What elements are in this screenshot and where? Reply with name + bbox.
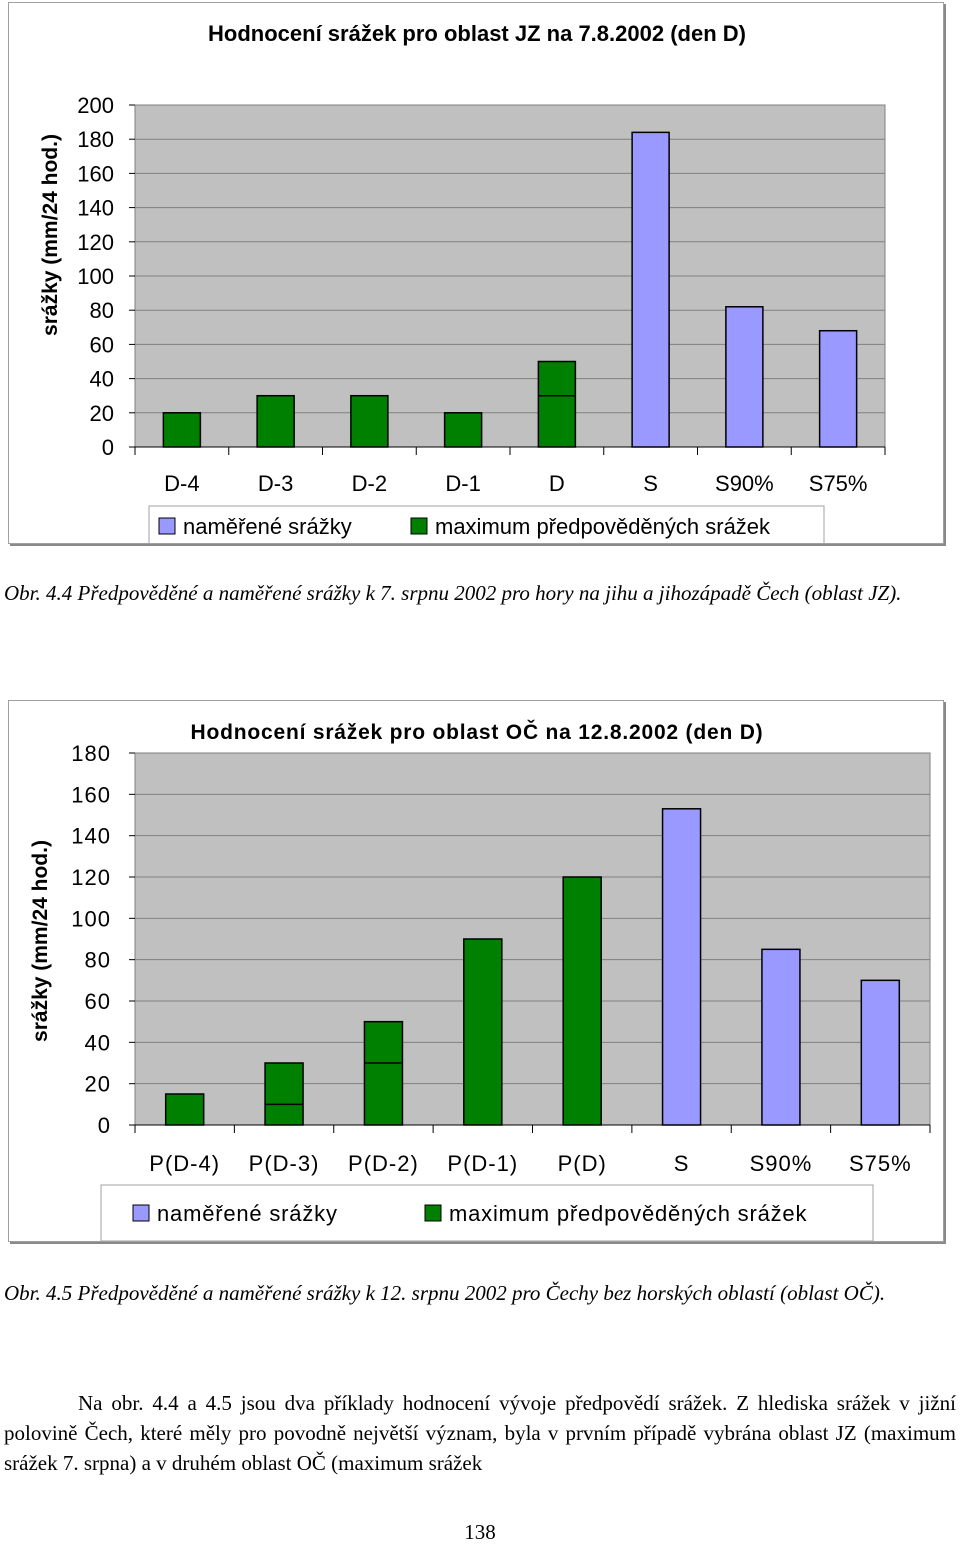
legend-label: maximum předpověděných srážek (449, 1201, 807, 1226)
body-paragraph: Na obr. 4.4 a 4.5 jsou dva příklady hodn… (4, 1388, 956, 1478)
y-tick-label: 60 (90, 332, 114, 357)
paragraph-text: Na obr. 4.4 a 4.5 jsou dva příklady hodn… (4, 1391, 956, 1475)
x-tick-label: P(D) (558, 1151, 607, 1176)
legend-label: naměřené srážky (157, 1201, 338, 1226)
bar (463, 938, 503, 1126)
bar (443, 412, 483, 448)
plot-area (134, 752, 931, 1126)
bar (537, 360, 577, 448)
chart-jz: Hodnocení srážek pro oblast JZ na 7.8.20… (39, 21, 886, 547)
y-tick-label: 180 (71, 741, 111, 766)
figure-caption-4-5: Obr. 4.5 Předpověděné a naměřené srážky … (4, 1281, 886, 1305)
y-tick-label: 140 (77, 196, 114, 221)
x-tick-label: D (549, 471, 565, 496)
bar (350, 394, 389, 448)
x-tick-label: S75% (809, 471, 868, 496)
y-tick-label: 160 (77, 161, 114, 186)
chart-oc-frame: Hodnocení srážek pro oblast OČ na 12.8.2… (8, 700, 944, 1242)
bar (661, 808, 702, 1126)
bar (164, 1093, 205, 1126)
y-tick-label: 100 (71, 906, 111, 931)
bar (631, 131, 670, 448)
y-tick-label: 0 (102, 435, 114, 460)
legend-box (148, 505, 825, 547)
y-tick-label: 20 (85, 1072, 111, 1097)
x-tick-label: D-4 (164, 471, 199, 496)
y-tick-label: 200 (77, 93, 114, 118)
x-tick-label: S75% (849, 1151, 912, 1176)
y-tick-label: 120 (71, 865, 111, 890)
legend-label: naměřené srážky (183, 514, 352, 539)
y-tick-label: 80 (90, 298, 114, 323)
y-tick-label: 20 (90, 401, 114, 426)
bar (264, 1062, 304, 1126)
figure-caption-4-4: Obr. 4.4 Předpověděné a naměřené srážky … (4, 581, 902, 605)
chart-title: Hodnocení srážek pro oblast OČ na 12.8.2… (191, 720, 764, 744)
x-tick-label: D-1 (445, 471, 480, 496)
page-number: 138 (464, 1520, 496, 1544)
y-tick-label: 0 (98, 1113, 111, 1138)
y-tick-label: 140 (71, 824, 111, 849)
bar (363, 1020, 404, 1126)
x-tick-label: P(D-4) (149, 1151, 220, 1176)
bar (860, 979, 901, 1126)
bar (818, 329, 858, 448)
y-tick-label: 40 (85, 1030, 111, 1055)
x-tick-label: S (674, 1151, 690, 1176)
chart-title: Hodnocení srážek pro oblast JZ na 7.8.20… (208, 21, 746, 46)
chart-oc: Hodnocení srážek pro oblast OČ na 12.8.2… (29, 720, 931, 1242)
legend-box (100, 1184, 874, 1242)
x-tick-label: S90% (715, 471, 774, 496)
y-tick-label: 100 (77, 264, 114, 289)
bar (761, 948, 801, 1126)
x-tick-label: P(D-3) (249, 1151, 320, 1176)
legend-swatch (132, 1204, 150, 1222)
y-axis-label: srážky (mm/24 hod.) (39, 134, 62, 336)
y-tick-label: 80 (85, 948, 111, 973)
x-tick-label: D-2 (352, 471, 387, 496)
legend-label: maximum předpověděných srážek (435, 514, 771, 539)
y-tick-label: 180 (77, 127, 114, 152)
y-tick-label: 40 (90, 367, 114, 392)
x-tick-label: S (643, 471, 658, 496)
x-tick-label: P(D-1) (447, 1151, 518, 1176)
bar (162, 412, 202, 448)
x-tick-label: D-3 (258, 471, 293, 496)
y-tick-label: 60 (85, 989, 111, 1014)
x-tick-label: P(D-2) (348, 1151, 419, 1176)
y-tick-label: 120 (77, 230, 114, 255)
bar (725, 306, 764, 448)
legend-swatch (410, 517, 428, 535)
legend-swatch (424, 1204, 442, 1222)
y-tick-label: 160 (71, 782, 111, 807)
chart-jz-frame: Hodnocení srážek pro oblast JZ na 7.8.20… (8, 2, 944, 547)
bar (562, 876, 602, 1126)
bar (256, 394, 295, 448)
x-tick-label: S90% (750, 1151, 813, 1176)
legend-swatch (158, 517, 176, 535)
y-axis-label: srážky (mm/24 hod.) (29, 840, 52, 1042)
